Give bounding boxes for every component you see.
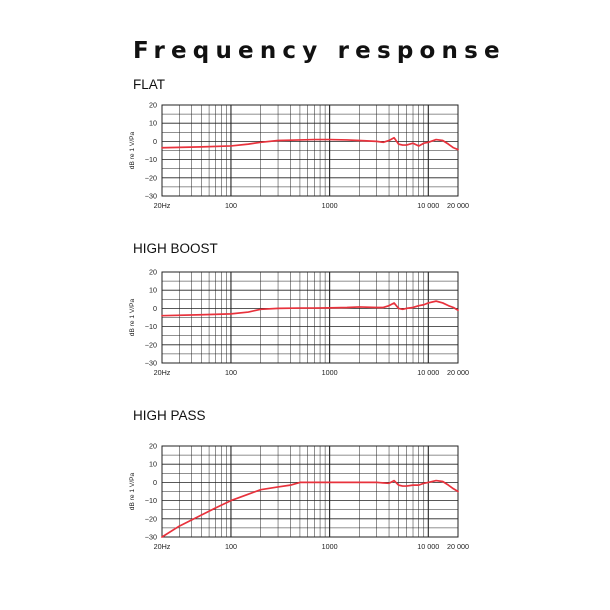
y-tick-label: 0 xyxy=(153,478,157,487)
y-axis-label: dB re 1 V/Pa xyxy=(129,298,136,336)
y-axis-label: dB re 1 V/Pa xyxy=(129,131,136,169)
y-tick-label: −10 xyxy=(145,496,157,505)
y-tick-label: 0 xyxy=(153,137,157,146)
y-tick-label: −30 xyxy=(145,192,157,201)
x-tick-label: 100 xyxy=(225,368,237,377)
x-tick-label: 10 000 xyxy=(417,542,439,551)
y-tick-label: 20 xyxy=(149,101,157,110)
y-tick-label: 10 xyxy=(149,460,157,469)
chart-title-flat: FLAT xyxy=(133,77,166,92)
y-tick-label: −30 xyxy=(145,359,157,368)
x-tick-label: 10 000 xyxy=(417,201,439,210)
x-tick-label: 100 xyxy=(225,201,237,210)
y-axis-label: dB re 1 V/Pa xyxy=(129,472,136,510)
y-tick-label: −10 xyxy=(145,322,157,331)
x-tick-label: 20Hz xyxy=(154,368,171,377)
x-tick-label: 1000 xyxy=(322,368,338,377)
y-tick-label: 0 xyxy=(153,304,157,313)
y-tick-label: 10 xyxy=(149,119,157,128)
y-tick-label: −30 xyxy=(145,533,157,542)
y-tick-label: −10 xyxy=(145,155,157,164)
x-tick-label: 20 000 xyxy=(447,201,469,210)
y-tick-label: −20 xyxy=(145,514,157,523)
chart-title-high-boost: HIGH BOOST xyxy=(133,241,218,256)
plot-frame xyxy=(161,104,459,197)
y-tick-label: −20 xyxy=(145,340,157,349)
response-curve xyxy=(161,300,459,317)
response-curve xyxy=(161,479,459,538)
x-tick-label: 20 000 xyxy=(447,542,469,551)
y-tick-label: −20 xyxy=(145,173,157,182)
page-title: Frequency response xyxy=(133,38,506,64)
x-tick-label: 100 xyxy=(225,542,237,551)
x-tick-label: 20 000 xyxy=(447,368,469,377)
x-tick-label: 10 000 xyxy=(417,368,439,377)
x-tick-label: 1000 xyxy=(322,542,338,551)
x-tick-label: 20Hz xyxy=(154,201,171,210)
y-tick-label: 20 xyxy=(149,268,157,277)
y-tick-label: 20 xyxy=(149,442,157,451)
y-tick-label: 10 xyxy=(149,286,157,295)
chart-title-high-pass: HIGH PASS xyxy=(133,408,206,423)
response-curve xyxy=(161,136,459,151)
plot-frame xyxy=(161,271,459,364)
x-tick-label: 1000 xyxy=(322,201,338,210)
x-tick-label: 20Hz xyxy=(154,542,171,551)
